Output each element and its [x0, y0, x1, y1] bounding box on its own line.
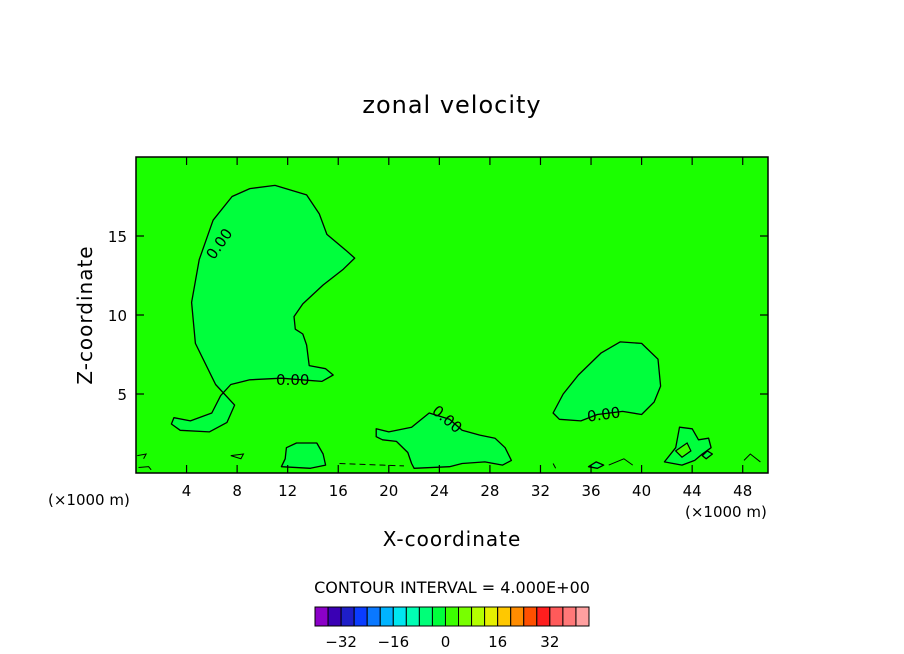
x-tick-label: 24 [430, 482, 449, 500]
contour-line [138, 466, 152, 471]
x-unit-right: (×1000 m) [685, 503, 767, 521]
colorbar-swatch [575, 606, 590, 627]
x-tick-label: 8 [232, 482, 242, 500]
colorbar-swatch [510, 606, 525, 627]
x-tick-label: 40 [632, 482, 651, 500]
x-tick-label: 16 [329, 482, 348, 500]
colorbar-tick-label: −32 [325, 633, 357, 651]
colorbar-swatch [536, 606, 551, 627]
contour-line [170, 184, 356, 433]
colorbar-swatch [549, 606, 564, 627]
colorbar-swatch [471, 606, 486, 627]
colorbar-swatch [366, 606, 381, 627]
y-tick-label: 15 [108, 228, 127, 246]
x-tick-label: 28 [480, 482, 499, 500]
colorbar-swatch [484, 606, 499, 627]
contour-regions [171, 185, 713, 469]
contour-region [281, 443, 326, 469]
y-tick-label: 10 [108, 307, 127, 325]
colorbar-swatch [444, 606, 460, 627]
contour-label: 0.00 [276, 371, 309, 389]
contour-line [552, 463, 557, 469]
colorbar-swatch [523, 606, 538, 627]
contour-line [587, 461, 605, 469]
x-tick-label: 48 [733, 482, 752, 500]
contour-line [701, 450, 714, 460]
x-axis-ticks: 4 8 12 16 20 24 28 32 36 40 44 48 [182, 157, 752, 500]
y-axis-ticks: 5 10 15 [108, 228, 768, 404]
colorbar-swatch [562, 606, 577, 627]
contour-line [137, 453, 148, 460]
x-tick-label: 44 [683, 482, 702, 500]
colorbar-swatch [497, 606, 512, 627]
colorbar-swatch [431, 606, 446, 627]
contour-interval-text: CONTOUR INTERVAL = 4.000E+00 [314, 578, 590, 597]
colorbar-tick-label: 32 [540, 633, 559, 651]
contour-region [171, 185, 355, 432]
x-tick-label: 32 [531, 482, 550, 500]
contour-label: 0.00 [586, 403, 622, 425]
contour-line [674, 442, 692, 458]
contour-line [552, 341, 662, 422]
contour-line [280, 442, 327, 469]
colorbar-swatch [379, 606, 394, 627]
colorbar [314, 606, 590, 627]
contour-line [608, 458, 634, 466]
contour-line [663, 426, 712, 466]
contour-line [375, 412, 513, 469]
colorbar-tick-label: −16 [377, 633, 409, 651]
contour-lines [137, 184, 761, 471]
contour-region [376, 413, 512, 469]
colorbar-swatch [314, 606, 329, 627]
x-tick-label: 12 [278, 482, 297, 500]
y-axis-label: Z-coordinate [73, 245, 97, 384]
colorbar-swatch [340, 606, 355, 627]
colorbar-swatch [327, 606, 342, 627]
contour-line [339, 463, 404, 467]
colorbar-tick-label: 0 [441, 633, 451, 651]
x-unit-left: (×1000 m) [48, 491, 130, 509]
colorbar-swatch [405, 606, 420, 627]
colorbar-swatch [392, 606, 407, 627]
contour-line [230, 453, 245, 460]
colorbar-tick-label: 16 [488, 633, 507, 651]
colorbar-swatch [458, 606, 473, 627]
colorbar-swatch [418, 606, 433, 627]
x-axis-label: X-coordinate [383, 527, 522, 551]
x-tick-label: 20 [379, 482, 398, 500]
contour-line [743, 453, 761, 463]
x-tick-label: 4 [182, 482, 192, 500]
contour-region [553, 341, 661, 421]
y-tick-label: 5 [117, 386, 127, 404]
chart-title: zonal velocity [362, 91, 541, 119]
colorbar-labels: −32 −16 0 16 32 [325, 633, 559, 651]
x-tick-label: 36 [581, 482, 600, 500]
colorbar-swatch [353, 606, 368, 627]
